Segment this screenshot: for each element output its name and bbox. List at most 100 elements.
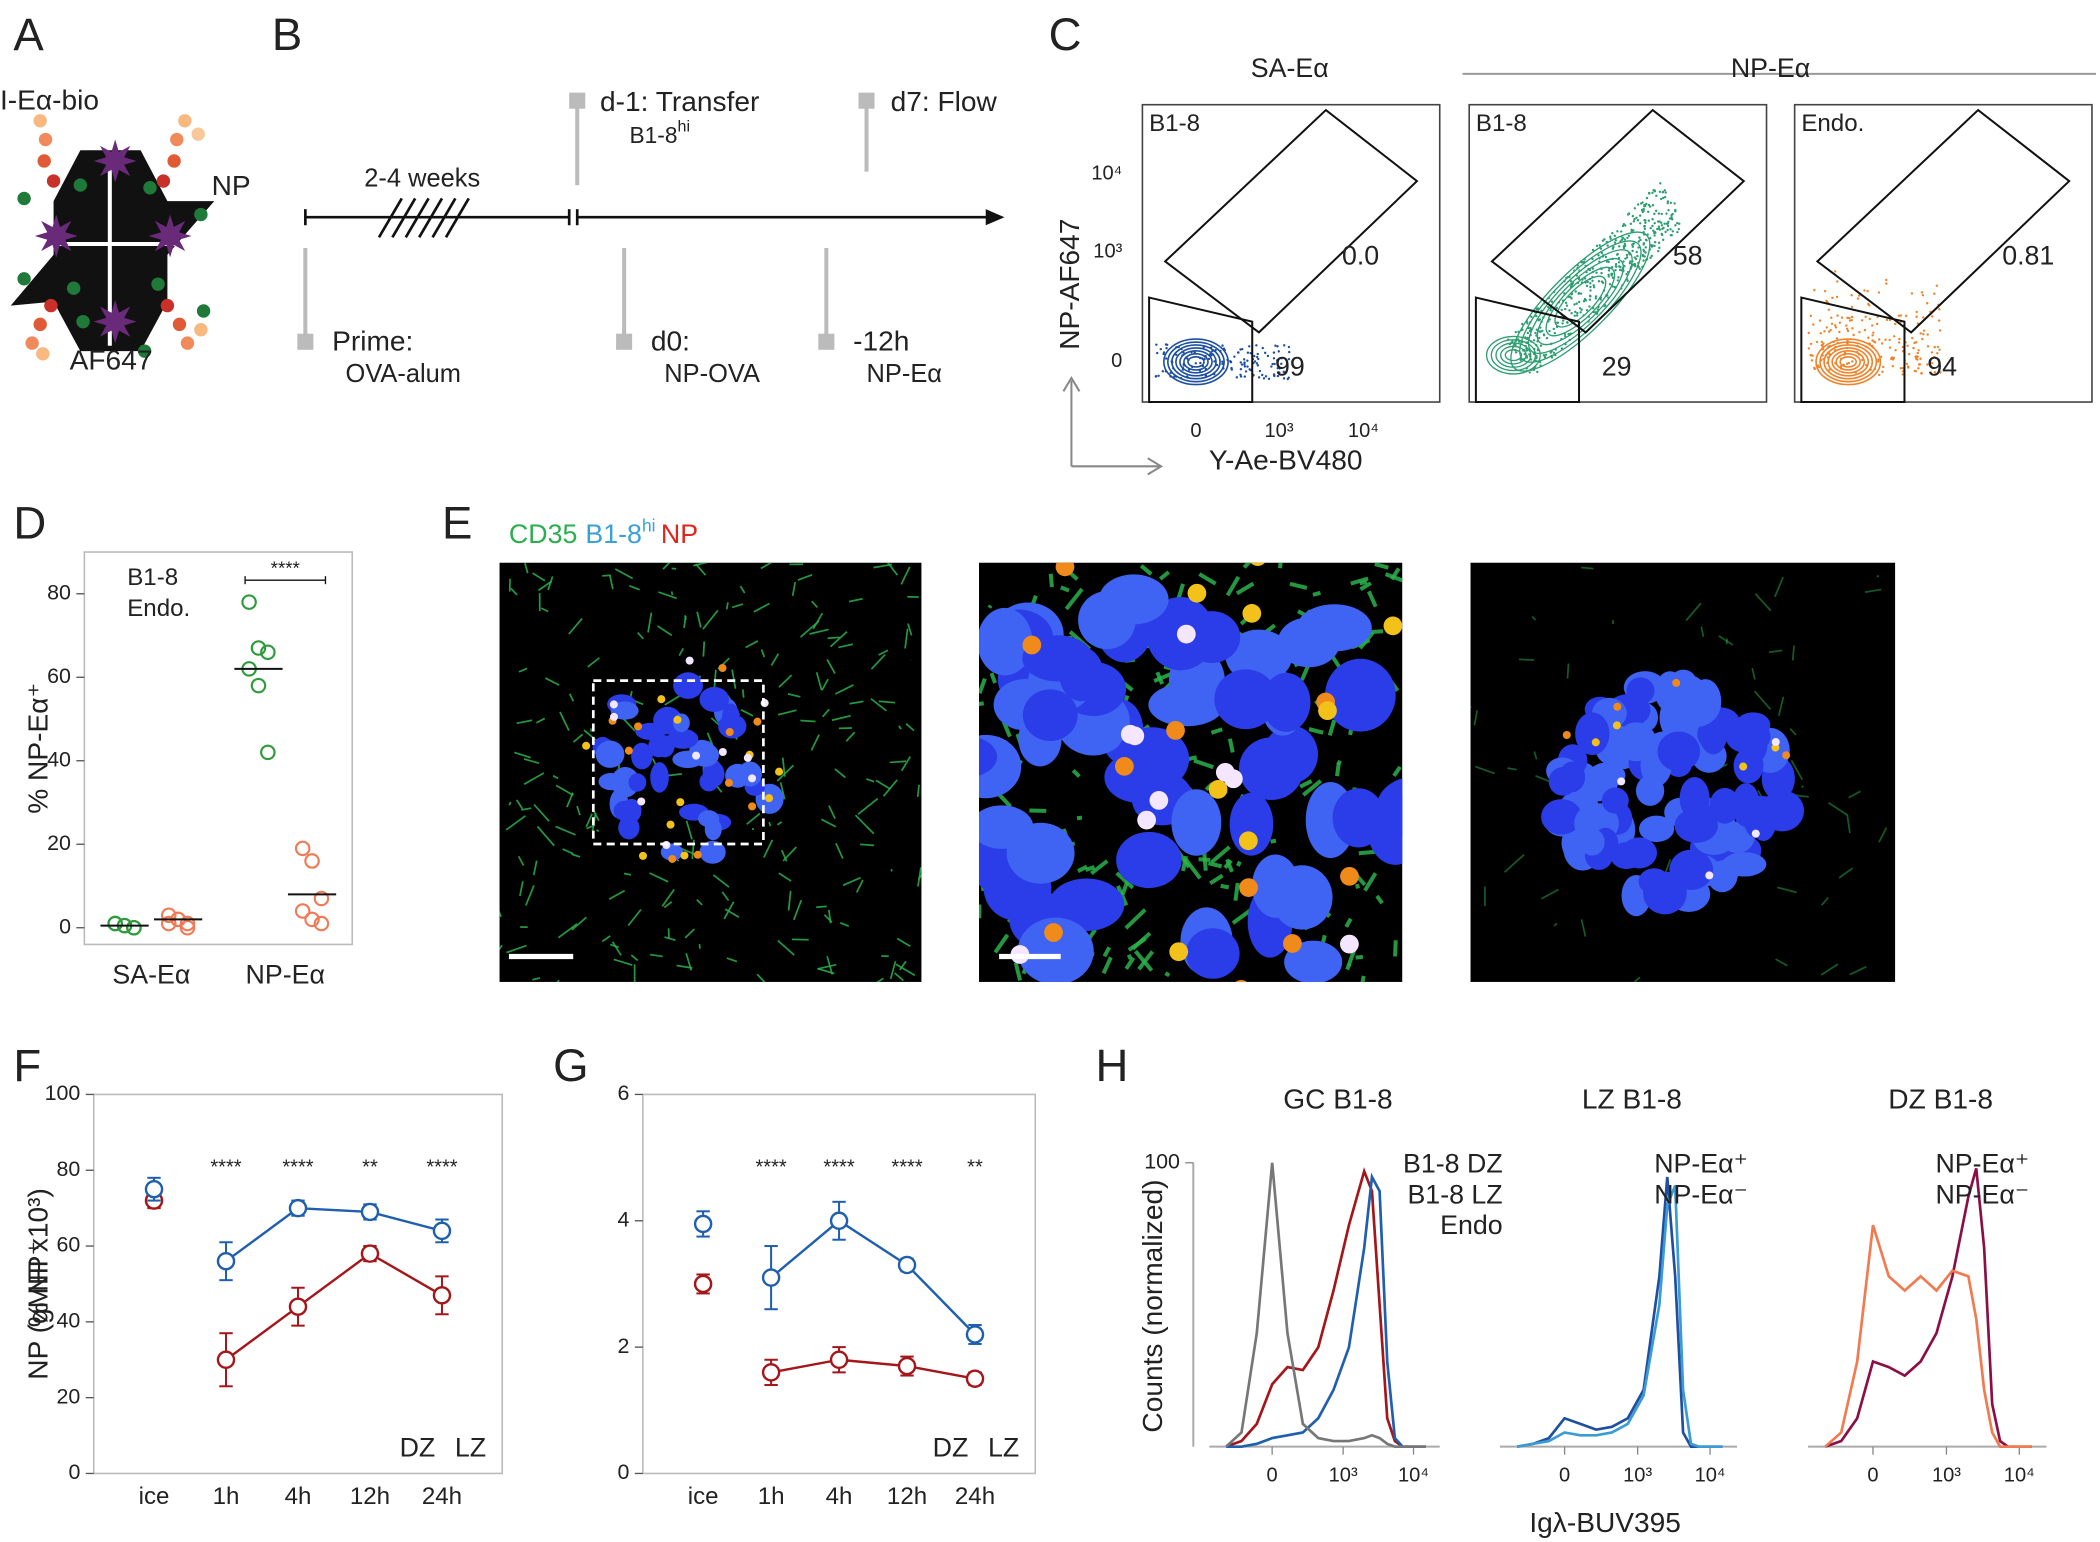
gate xyxy=(1800,296,1906,404)
point xyxy=(829,1350,849,1369)
event-dot xyxy=(1670,234,1673,237)
event-dot xyxy=(1616,279,1620,282)
event-dot xyxy=(1664,230,1667,234)
event-dot xyxy=(1658,246,1661,250)
event-dot xyxy=(1253,360,1257,363)
event-dot xyxy=(1885,278,1888,282)
event-dot xyxy=(1645,202,1648,206)
event-dot xyxy=(1624,244,1627,248)
event-dot xyxy=(1272,373,1276,376)
np-signal xyxy=(1242,603,1262,623)
event-dot xyxy=(1262,377,1266,380)
cd35-signal xyxy=(1359,579,1368,586)
cd35-signal xyxy=(1533,751,1538,760)
event-dot xyxy=(1657,212,1661,215)
plot-label: B1-8 xyxy=(1149,110,1200,137)
point xyxy=(313,915,330,932)
cd35-signal xyxy=(768,821,772,827)
cd35-signal xyxy=(568,693,575,702)
cd35-signal xyxy=(1133,949,1154,972)
event-dot xyxy=(1669,217,1673,220)
event-dot xyxy=(1673,202,1676,205)
event-dot xyxy=(1919,357,1922,360)
cd35-signal xyxy=(532,977,541,981)
event-dot xyxy=(1907,353,1911,356)
stain-legend: CD35 B1-8hi NP xyxy=(509,515,698,549)
event-dot xyxy=(1239,373,1242,377)
cd35-signal xyxy=(613,958,633,966)
event-dot xyxy=(1624,257,1627,260)
np-signal xyxy=(725,728,734,737)
x-tick-label: 10⁴ xyxy=(1348,420,1379,442)
np-signal xyxy=(1022,635,1042,655)
event-dot xyxy=(1241,347,1244,351)
event-dot xyxy=(1555,306,1558,310)
b-cell xyxy=(1760,790,1805,832)
event-dot xyxy=(1611,276,1615,279)
event-dot xyxy=(1861,358,1864,362)
cd35-signal xyxy=(1507,767,1517,771)
cd35-signal xyxy=(776,821,783,826)
histogram-line xyxy=(1226,1172,1426,1449)
contour xyxy=(1823,344,1874,380)
event-dot xyxy=(1881,370,1884,374)
b-cell xyxy=(1575,712,1610,756)
cd35-signal xyxy=(1220,883,1230,890)
event-dot xyxy=(1594,295,1598,298)
cd35-signal xyxy=(1580,919,1587,937)
cd35-signal xyxy=(900,756,911,772)
biotin-chain xyxy=(37,154,51,168)
event-dot xyxy=(1906,344,1909,348)
event-dot xyxy=(1579,292,1583,295)
biotin-chain xyxy=(170,132,184,147)
cd35-signal xyxy=(1384,572,1403,583)
cd35-signal xyxy=(657,625,673,637)
flow-events xyxy=(1154,338,1291,386)
event-dot xyxy=(1840,316,1844,319)
event-dot xyxy=(1633,207,1637,210)
cd35-signal xyxy=(544,677,560,686)
np-signal xyxy=(693,850,702,859)
b-cell xyxy=(610,701,639,720)
event-dot xyxy=(1863,289,1866,292)
event-dot xyxy=(1889,357,1893,361)
cd35-signal xyxy=(1164,971,1171,978)
biotin-chain xyxy=(36,347,50,361)
cd35-signal xyxy=(1355,883,1360,889)
series-line xyxy=(906,1264,976,1336)
event-dot xyxy=(1575,314,1579,317)
point xyxy=(288,1198,308,1218)
event-dot xyxy=(1867,336,1870,339)
event-dot xyxy=(1539,330,1542,334)
event-dot xyxy=(1538,336,1541,340)
stain-name: NP xyxy=(661,519,698,549)
cd35-signal xyxy=(1470,706,1472,709)
np-signal xyxy=(1383,616,1403,636)
np-signal xyxy=(668,854,677,863)
event-dot xyxy=(1644,219,1647,222)
event-dot xyxy=(1627,234,1631,237)
event-dot xyxy=(1654,209,1658,213)
event-dot xyxy=(1662,226,1665,230)
significance: **** xyxy=(271,557,300,578)
cd35-signal xyxy=(547,576,554,591)
np-signal xyxy=(1187,583,1207,603)
event-dot xyxy=(1823,289,1827,293)
legend-entry: DZ xyxy=(400,1432,436,1462)
event-dot xyxy=(1514,351,1518,354)
event-dot xyxy=(1633,264,1637,268)
cd35-signal xyxy=(1225,575,1241,597)
event-dot xyxy=(1834,326,1838,329)
event-dot xyxy=(1625,256,1629,259)
cd35-signal xyxy=(979,701,985,707)
time-break xyxy=(391,197,417,238)
event-dot xyxy=(1242,358,1246,361)
event-dot xyxy=(1221,362,1224,366)
contour xyxy=(1495,342,1532,368)
event-dot xyxy=(1620,230,1623,233)
cd35-signal xyxy=(770,653,780,666)
event-dot xyxy=(1622,260,1625,263)
cd35-signal xyxy=(1553,922,1558,927)
event-dot xyxy=(1599,247,1603,250)
event-dot xyxy=(1263,351,1267,355)
